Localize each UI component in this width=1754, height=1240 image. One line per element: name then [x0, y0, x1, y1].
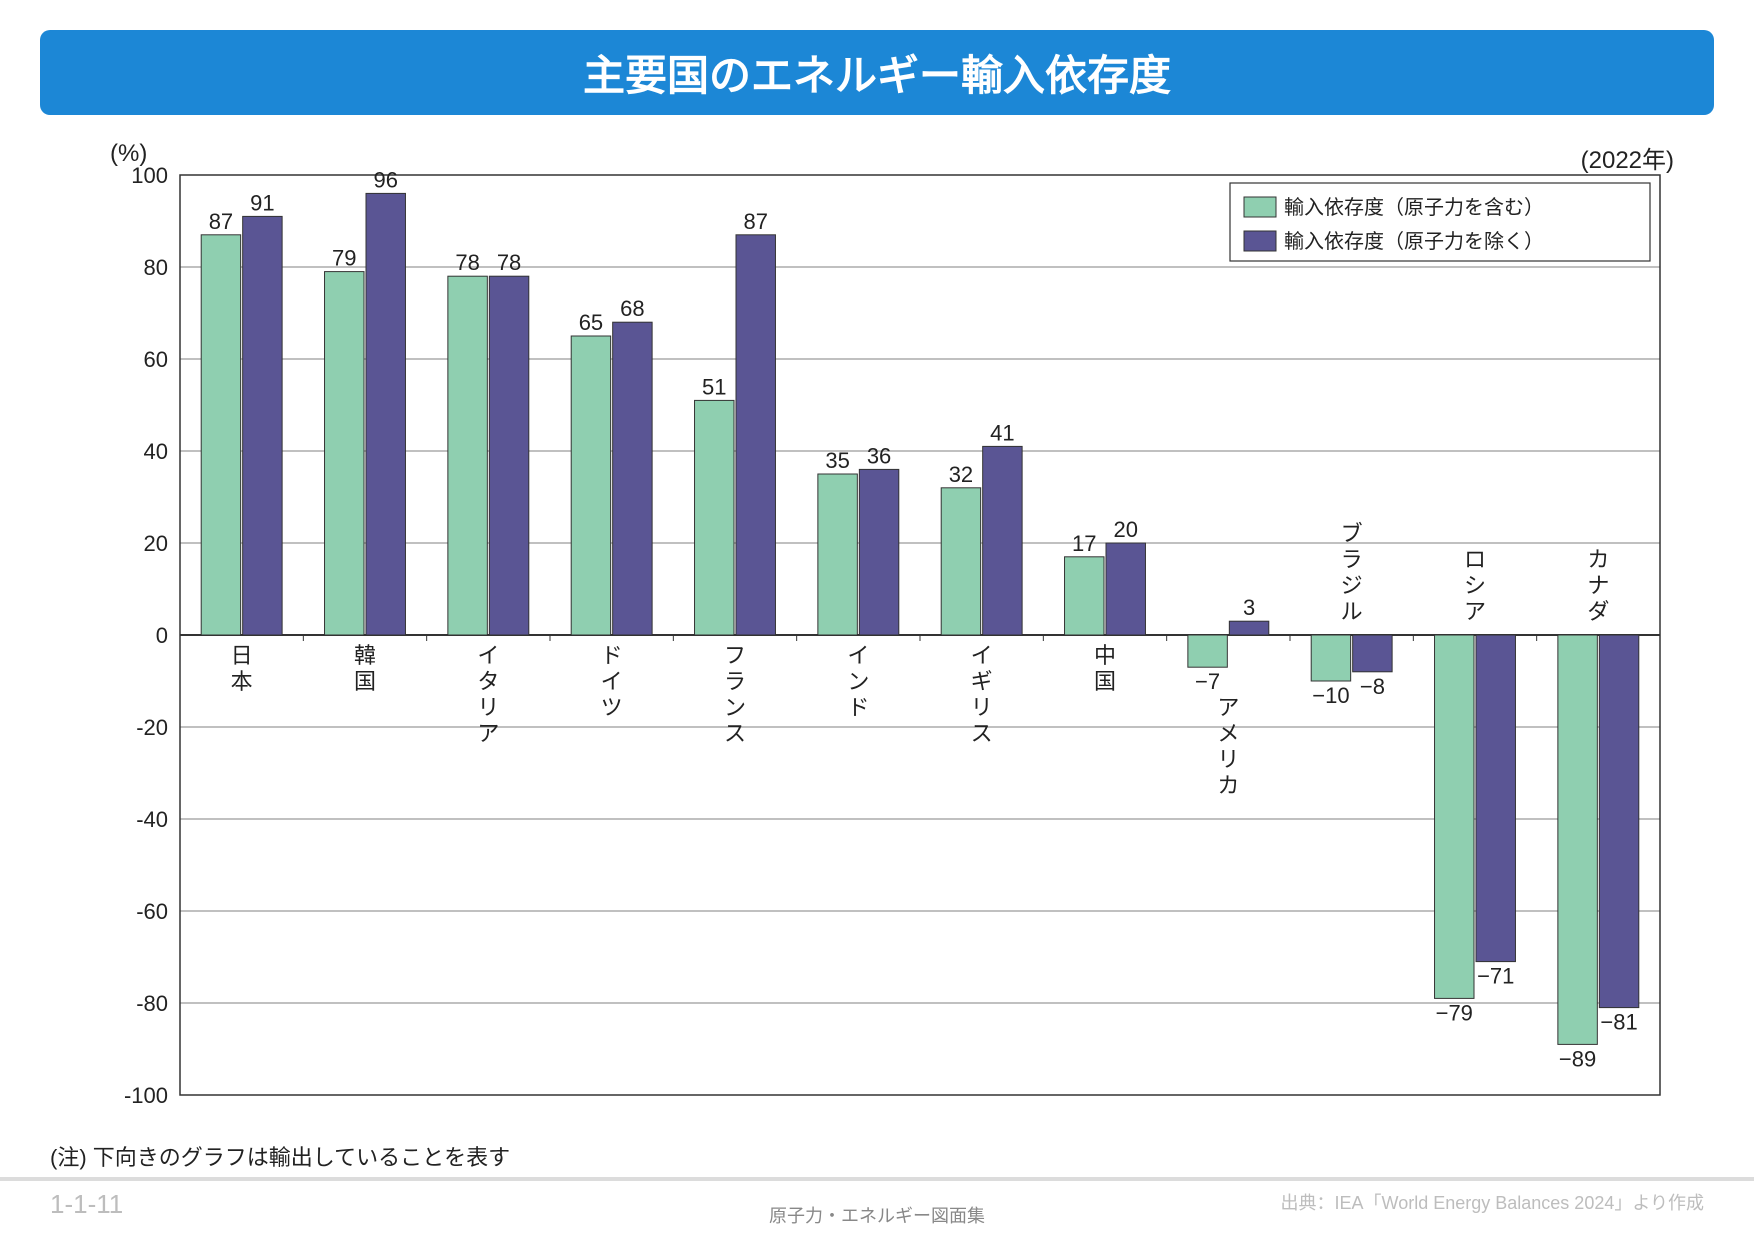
svg-text:32: 32 — [949, 462, 973, 487]
chart-note: (注) 下向きのグラフは輸出していることを表す — [50, 1140, 1714, 1172]
svg-text:-100: -100 — [124, 1083, 168, 1108]
svg-text:-60: -60 — [136, 899, 168, 924]
svg-text:ロシア: ロシア — [1464, 547, 1486, 624]
svg-text:日本: 日本 — [231, 643, 253, 694]
svg-text:-80: -80 — [136, 991, 168, 1016]
svg-text:35: 35 — [825, 448, 849, 473]
svg-text:中国: 中国 — [1094, 643, 1116, 694]
svg-text:輸入依存度（原子力を除く）: 輸入依存度（原子力を除く） — [1284, 230, 1544, 253]
svg-text:−10: −10 — [1312, 683, 1349, 708]
document-title: 原子力・エネルギー図面集 — [0, 1202, 1754, 1228]
svg-text:イタリア: イタリア — [477, 643, 499, 746]
svg-text:36: 36 — [867, 443, 891, 468]
svg-text:78: 78 — [455, 250, 479, 275]
svg-text:79: 79 — [332, 246, 356, 271]
svg-text:51: 51 — [702, 374, 726, 399]
svg-text:-40: -40 — [136, 807, 168, 832]
svg-text:68: 68 — [620, 296, 644, 321]
energy-import-chart: -100-80-60-40-200204060801008791日本7996韓国… — [80, 145, 1680, 1125]
svg-text:−81: −81 — [1600, 1010, 1637, 1035]
svg-text:20: 20 — [1113, 517, 1137, 542]
svg-text:アメリカ: アメリカ — [1217, 695, 1239, 798]
svg-text:87: 87 — [209, 209, 233, 234]
svg-text:−8: −8 — [1360, 674, 1385, 699]
svg-text:60: 60 — [144, 347, 168, 372]
svg-text:-20: -20 — [136, 715, 168, 740]
svg-text:40: 40 — [144, 439, 168, 464]
chart-container: (%) (2022年) -100-80-60-40-20020406080100… — [80, 145, 1674, 1125]
svg-text:イギリス: イギリス — [971, 643, 993, 746]
y-axis-unit: (%) — [110, 140, 147, 168]
svg-text:80: 80 — [144, 255, 168, 280]
svg-text:インド: インド — [847, 643, 869, 720]
svg-text:78: 78 — [497, 250, 521, 275]
svg-text:輸入依存度（原子力を含む）: 輸入依存度（原子力を含む） — [1284, 196, 1544, 219]
svg-text:87: 87 — [743, 209, 767, 234]
svg-text:−71: −71 — [1477, 964, 1514, 989]
svg-text:韓国: 韓国 — [354, 643, 376, 694]
svg-text:20: 20 — [144, 531, 168, 556]
svg-text:17: 17 — [1072, 531, 1096, 556]
year-label: (2022年) — [1581, 140, 1674, 175]
svg-text:ドイツ: ドイツ — [601, 643, 623, 720]
svg-text:3: 3 — [1243, 595, 1255, 620]
svg-text:−7: −7 — [1195, 669, 1220, 694]
svg-text:−89: −89 — [1559, 1046, 1596, 1071]
svg-text:0: 0 — [156, 623, 168, 648]
page-title: 主要国のエネルギー輸入依存度 — [40, 30, 1714, 115]
svg-text:−79: −79 — [1436, 1000, 1473, 1025]
svg-text:カナダ: カナダ — [1587, 547, 1609, 624]
svg-text:65: 65 — [579, 310, 603, 335]
svg-text:ブラジル: ブラジル — [1341, 521, 1363, 624]
svg-text:フランス: フランス — [724, 643, 746, 746]
svg-text:41: 41 — [990, 420, 1014, 445]
svg-text:96: 96 — [373, 167, 397, 192]
svg-text:91: 91 — [250, 190, 274, 215]
